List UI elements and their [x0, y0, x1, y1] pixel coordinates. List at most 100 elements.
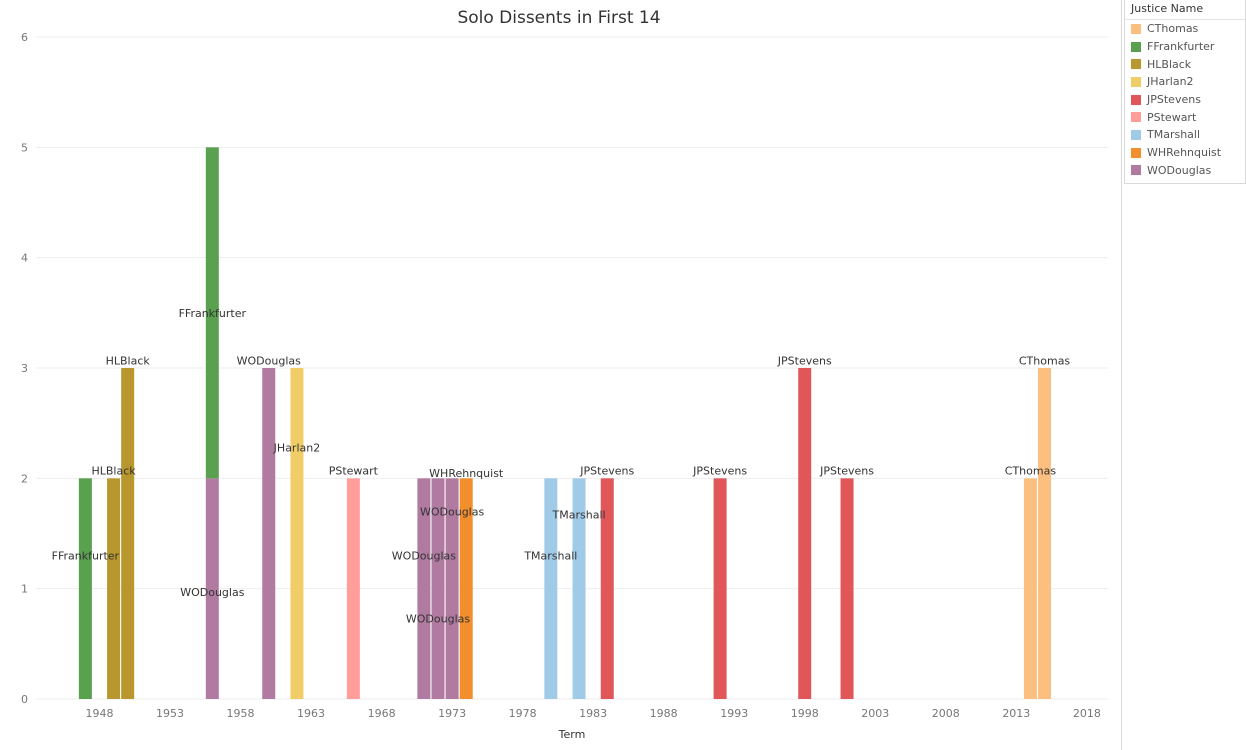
x-tick-label: 1963 — [297, 707, 325, 720]
legend-item[interactable]: JPStevens — [1125, 91, 1245, 109]
legend-item[interactable]: FFrankfurter — [1125, 38, 1245, 56]
data-label: FFrankfurter — [179, 307, 247, 320]
bar-wodouglas — [262, 368, 276, 699]
bar-wodouglas — [205, 478, 219, 699]
legend-label: JHarlan2 — [1147, 75, 1194, 89]
bar-cthomas — [1038, 368, 1052, 699]
bar-wodouglas — [417, 478, 431, 699]
legend-label: JPStevens — [1147, 93, 1201, 107]
bar-pstewart — [346, 478, 360, 699]
x-tick-label: 1998 — [791, 707, 819, 720]
y-tick-label: 0 — [21, 693, 28, 706]
y-tick-label: 2 — [21, 472, 28, 485]
legend-swatch — [1131, 94, 1141, 105]
data-label: WODouglas — [392, 550, 456, 563]
bar-jpstevens — [713, 478, 727, 699]
data-label: JPStevens — [692, 465, 747, 478]
x-tick-label: 1948 — [85, 707, 113, 720]
data-label: HLBlack — [91, 465, 136, 478]
data-label: JHarlan2 — [273, 441, 321, 454]
y-tick-label: 3 — [21, 362, 28, 375]
bar-jharlan2 — [290, 368, 304, 699]
x-axis-ticks: 1948 1953 1958 1963 1968 1973 1978 1983 1988 1993… — [85, 707, 1100, 720]
grid-lines — [36, 36, 1108, 700]
legend-swatch — [1131, 76, 1141, 87]
bars — [78, 147, 1052, 699]
data-label: WODouglas — [180, 586, 244, 599]
bar-wodouglas — [431, 478, 445, 699]
legend-items: CThomas FFrankfurter HLBlack JHarlan2 JPStev… — [1125, 20, 1245, 179]
data-label: CThomas — [1005, 465, 1057, 478]
data-label: WHRehnquist — [429, 467, 504, 480]
legend-item[interactable]: TMarshall — [1125, 126, 1245, 144]
y-tick-label: 6 — [21, 31, 28, 44]
data-label: CThomas — [1019, 354, 1071, 367]
data-label: JPStevens — [777, 354, 832, 367]
data-label: WODouglas — [406, 612, 470, 625]
data-label: JPStevens — [819, 465, 874, 478]
x-tick-label: 1953 — [156, 707, 184, 720]
legend-swatch — [1131, 147, 1141, 158]
data-label: FFrankfurter — [52, 550, 120, 563]
legend-item[interactable]: WHRehnquist — [1125, 144, 1245, 162]
legend-item[interactable]: WODouglas — [1125, 162, 1245, 180]
x-tick-label: 1968 — [368, 707, 396, 720]
legend-label: WHRehnquist — [1147, 146, 1222, 160]
data-labels: FFrankfurter HLBlack HLBlack WODouglas FFran… — [52, 307, 1071, 626]
data-label: TMarshall — [523, 550, 577, 563]
legend-item[interactable]: PStewart — [1125, 108, 1245, 126]
legend: Justice Name CThomas FFrankfurter HLBlack J… — [1121, 0, 1246, 750]
x-tick-label: 2018 — [1073, 707, 1101, 720]
y-axis-ticks: 0 1 2 3 4 5 6 — [21, 31, 28, 706]
legend-item[interactable]: JHarlan2 — [1125, 73, 1245, 91]
bar-hlblack — [107, 478, 121, 699]
data-label: PStewart — [329, 465, 379, 478]
x-tick-label: 1993 — [720, 707, 748, 720]
data-label: WODouglas — [420, 505, 484, 518]
bar-jpstevens — [840, 478, 854, 699]
y-tick-label: 1 — [21, 583, 28, 596]
y-tick-label: 5 — [21, 141, 28, 154]
x-tick-label: 1958 — [227, 707, 255, 720]
legend-swatch — [1131, 23, 1141, 34]
bar-ffrankfurter — [205, 147, 219, 479]
bar-hlblack — [121, 368, 135, 699]
x-axis-label: Term — [558, 728, 586, 741]
bar-jpstevens — [600, 478, 614, 699]
bar-cthomas — [1023, 478, 1037, 699]
data-label: WODouglas — [237, 354, 301, 367]
legend-label: FFrankfurter — [1147, 40, 1215, 54]
x-tick-label: 2008 — [932, 707, 960, 720]
legend-label: CThomas — [1147, 22, 1199, 36]
legend-swatch — [1131, 112, 1141, 123]
legend-title: Justice Name — [1125, 0, 1245, 20]
legend-label: WODouglas — [1147, 163, 1212, 177]
x-tick-label: 1988 — [650, 707, 678, 720]
bar-ffrankfurter — [78, 478, 92, 699]
legend-swatch — [1131, 59, 1141, 70]
legend-label: TMarshall — [1147, 128, 1201, 142]
data-label: HLBlack — [106, 354, 151, 367]
legend-label: HLBlack — [1147, 57, 1192, 71]
legend-item[interactable]: HLBlack — [1125, 55, 1245, 73]
data-label: JPStevens — [579, 465, 634, 478]
x-tick-label: 1983 — [579, 707, 607, 720]
data-label: TMarshall — [552, 509, 606, 522]
legend-swatch — [1131, 165, 1141, 176]
y-tick-label: 4 — [21, 252, 28, 265]
bar-tmarshall — [572, 478, 586, 699]
x-tick-label: 1978 — [509, 707, 537, 720]
legend-item[interactable]: CThomas — [1125, 20, 1245, 38]
bar-wodouglas — [445, 478, 459, 699]
chart-title: Solo Dissents in First 14 — [457, 8, 660, 28]
legend-swatch — [1131, 129, 1141, 140]
bar-tmarshall — [544, 478, 558, 699]
x-tick-label: 2003 — [861, 707, 889, 720]
legend-label: PStewart — [1147, 110, 1197, 124]
x-tick-label: 2013 — [1002, 707, 1030, 720]
bar-whrehnquist — [459, 478, 473, 699]
x-tick-label: 1973 — [438, 707, 466, 720]
bar-jpstevens — [798, 368, 812, 699]
legend-swatch — [1131, 41, 1141, 52]
